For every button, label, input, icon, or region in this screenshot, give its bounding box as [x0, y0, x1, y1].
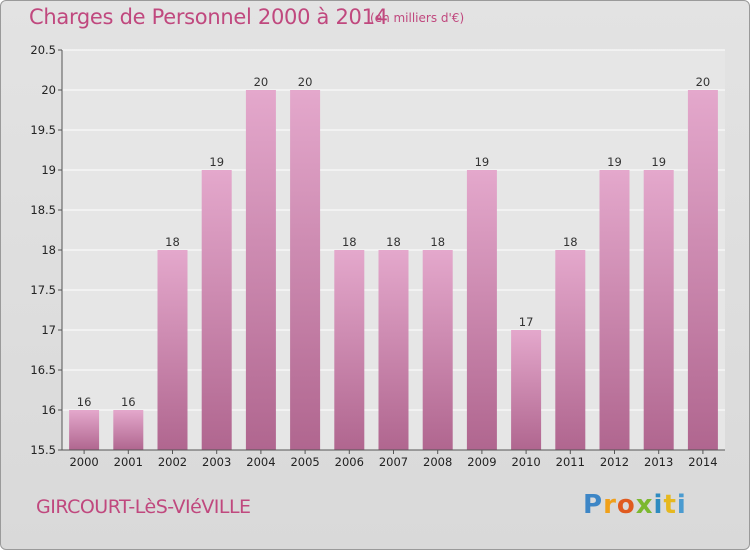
bar: [290, 90, 321, 450]
x-tick-label: 2002: [158, 455, 187, 469]
bar-value-label: 18: [342, 235, 357, 249]
bar-value-label: 18: [430, 235, 445, 249]
x-tick-label: 2012: [600, 455, 629, 469]
bar-value-label: 20: [298, 75, 313, 89]
x-tick-label: 2008: [423, 455, 452, 469]
y-tick-label: 19.5: [30, 123, 56, 137]
x-tick-label: 2006: [335, 455, 364, 469]
bar-value-label: 19: [607, 155, 622, 169]
chart-subtitle: (en milliers d'€): [370, 11, 465, 25]
x-tick-label: 2005: [290, 455, 319, 469]
x-tick-label: 2000: [69, 455, 98, 469]
bar: [555, 250, 586, 450]
bar-value-label: 20: [696, 75, 711, 89]
bar: [113, 410, 144, 450]
y-tick-label: 16.5: [30, 363, 56, 377]
bar: [334, 250, 365, 450]
bar-value-label: 18: [165, 235, 180, 249]
bar-value-label: 19: [475, 155, 490, 169]
chart-title: Charges de Personnel 2000 à 2014: [29, 5, 388, 29]
bar: [466, 170, 497, 450]
y-tick-label: 17: [41, 323, 56, 337]
bar: [511, 330, 542, 450]
bar: [643, 170, 674, 450]
y-tick-label: 18.5: [30, 203, 56, 217]
bar: [599, 170, 630, 450]
y-tick-label: 15.5: [30, 443, 56, 457]
y-tick-label: 16: [41, 403, 56, 417]
commune-name: GIRCOURT-LèS-VIéVILLE: [36, 496, 251, 518]
x-tick-label: 2004: [246, 455, 275, 469]
y-tick-label: 17.5: [30, 283, 56, 297]
bar-value-label: 16: [121, 395, 136, 409]
x-tick-label: 2001: [114, 455, 143, 469]
bar-value-label: 18: [563, 235, 578, 249]
x-tick-label: 2003: [202, 455, 231, 469]
x-tick-label: 2011: [556, 455, 585, 469]
proxiti-logo: Proxiti: [583, 490, 687, 520]
bar-value-label: 17: [519, 315, 534, 329]
bar: [687, 90, 718, 450]
bar-value-label: 19: [209, 155, 224, 169]
bar-value-label: 18: [386, 235, 401, 249]
x-tick-label: 2014: [688, 455, 717, 469]
bar-value-label: 19: [651, 155, 666, 169]
bar-value-label: 16: [77, 395, 92, 409]
bar: [422, 250, 453, 450]
x-tick-label: 2013: [644, 455, 673, 469]
y-tick-label: 20: [41, 83, 56, 97]
y-tick-label: 19: [41, 163, 56, 177]
bar: [378, 250, 409, 450]
bar: [69, 410, 100, 450]
x-tick-label: 2010: [511, 455, 540, 469]
y-tick-label: 20.5: [30, 43, 56, 57]
y-tick-label: 18: [41, 243, 56, 257]
bar-value-label: 20: [254, 75, 269, 89]
bar: [201, 170, 232, 450]
x-tick-label: 2009: [467, 455, 496, 469]
x-tick-label: 2007: [379, 455, 408, 469]
bar: [245, 90, 276, 450]
bar: [157, 250, 188, 450]
